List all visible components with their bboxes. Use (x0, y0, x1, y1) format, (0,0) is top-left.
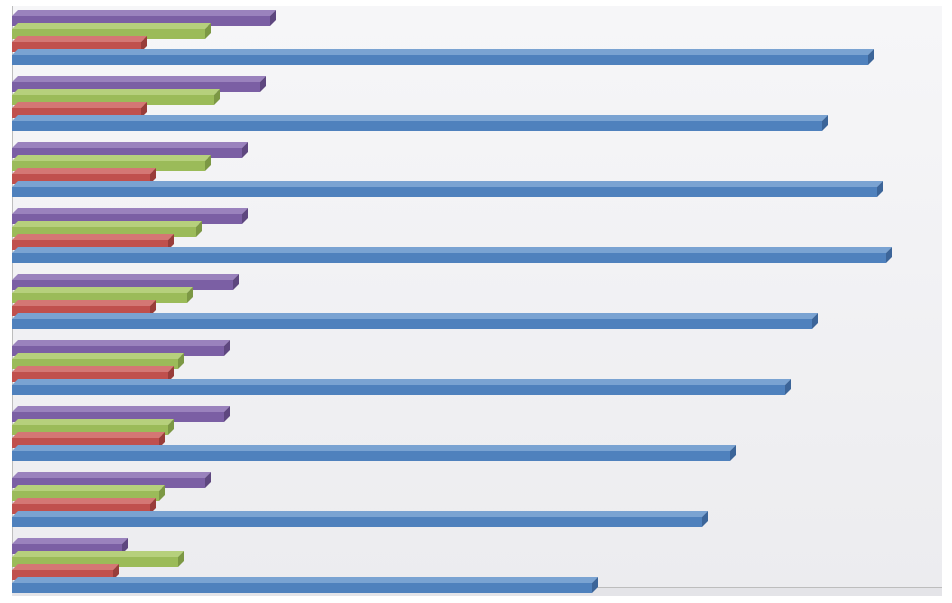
bar-series-a-g3 (12, 253, 886, 263)
bar-series-a-g2 (12, 187, 877, 197)
bar-series-a-g7 (12, 517, 702, 527)
bar-series-a-g6 (12, 451, 730, 461)
plot-area (12, 6, 942, 596)
bar-series-a-g0 (12, 55, 868, 65)
bar-series-a-g8 (12, 583, 592, 593)
bar-series-a-g5 (12, 385, 785, 395)
bar-series-a-g1 (12, 121, 822, 131)
grouped-horizontal-bar-chart (0, 0, 952, 603)
bar-series-a-g4 (12, 319, 812, 329)
